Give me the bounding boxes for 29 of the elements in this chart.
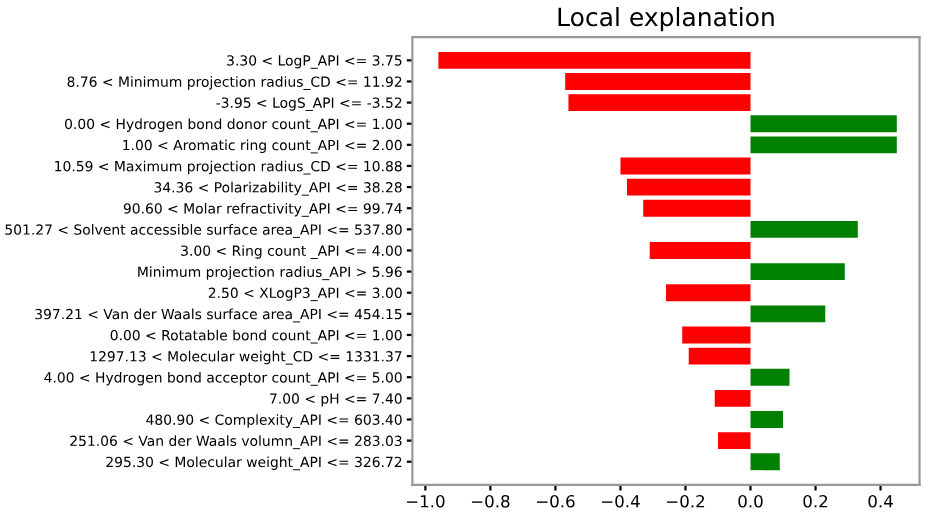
bar (750, 220, 858, 238)
bar (750, 411, 784, 428)
bar (714, 389, 751, 407)
x-tick-label: −0.6 (536, 494, 575, 508)
bar (438, 51, 751, 69)
bar (750, 136, 897, 154)
bar (620, 157, 751, 175)
bar (649, 242, 751, 259)
bar (665, 284, 751, 302)
bar (626, 178, 751, 196)
bar (750, 305, 826, 323)
bar (750, 263, 845, 281)
bar (750, 368, 790, 386)
bar (565, 73, 751, 90)
chart-title: Local explanation (558, 6, 774, 32)
bar (643, 199, 751, 217)
bar (568, 94, 751, 112)
x-tick-label: −1.0 (406, 494, 445, 508)
x-tick-label: 0.0 (738, 494, 763, 508)
bar (750, 453, 780, 471)
x-tick-label: −0.4 (601, 494, 640, 508)
bar (682, 326, 751, 344)
x-tick-label: 0.4 (868, 494, 893, 508)
bar (688, 347, 751, 365)
bar (717, 432, 751, 450)
x-tick-label: −0.8 (471, 494, 510, 508)
bar (750, 115, 897, 133)
x-tick-label: −0.2 (667, 494, 705, 508)
x-tick-label: 0.2 (803, 494, 828, 508)
